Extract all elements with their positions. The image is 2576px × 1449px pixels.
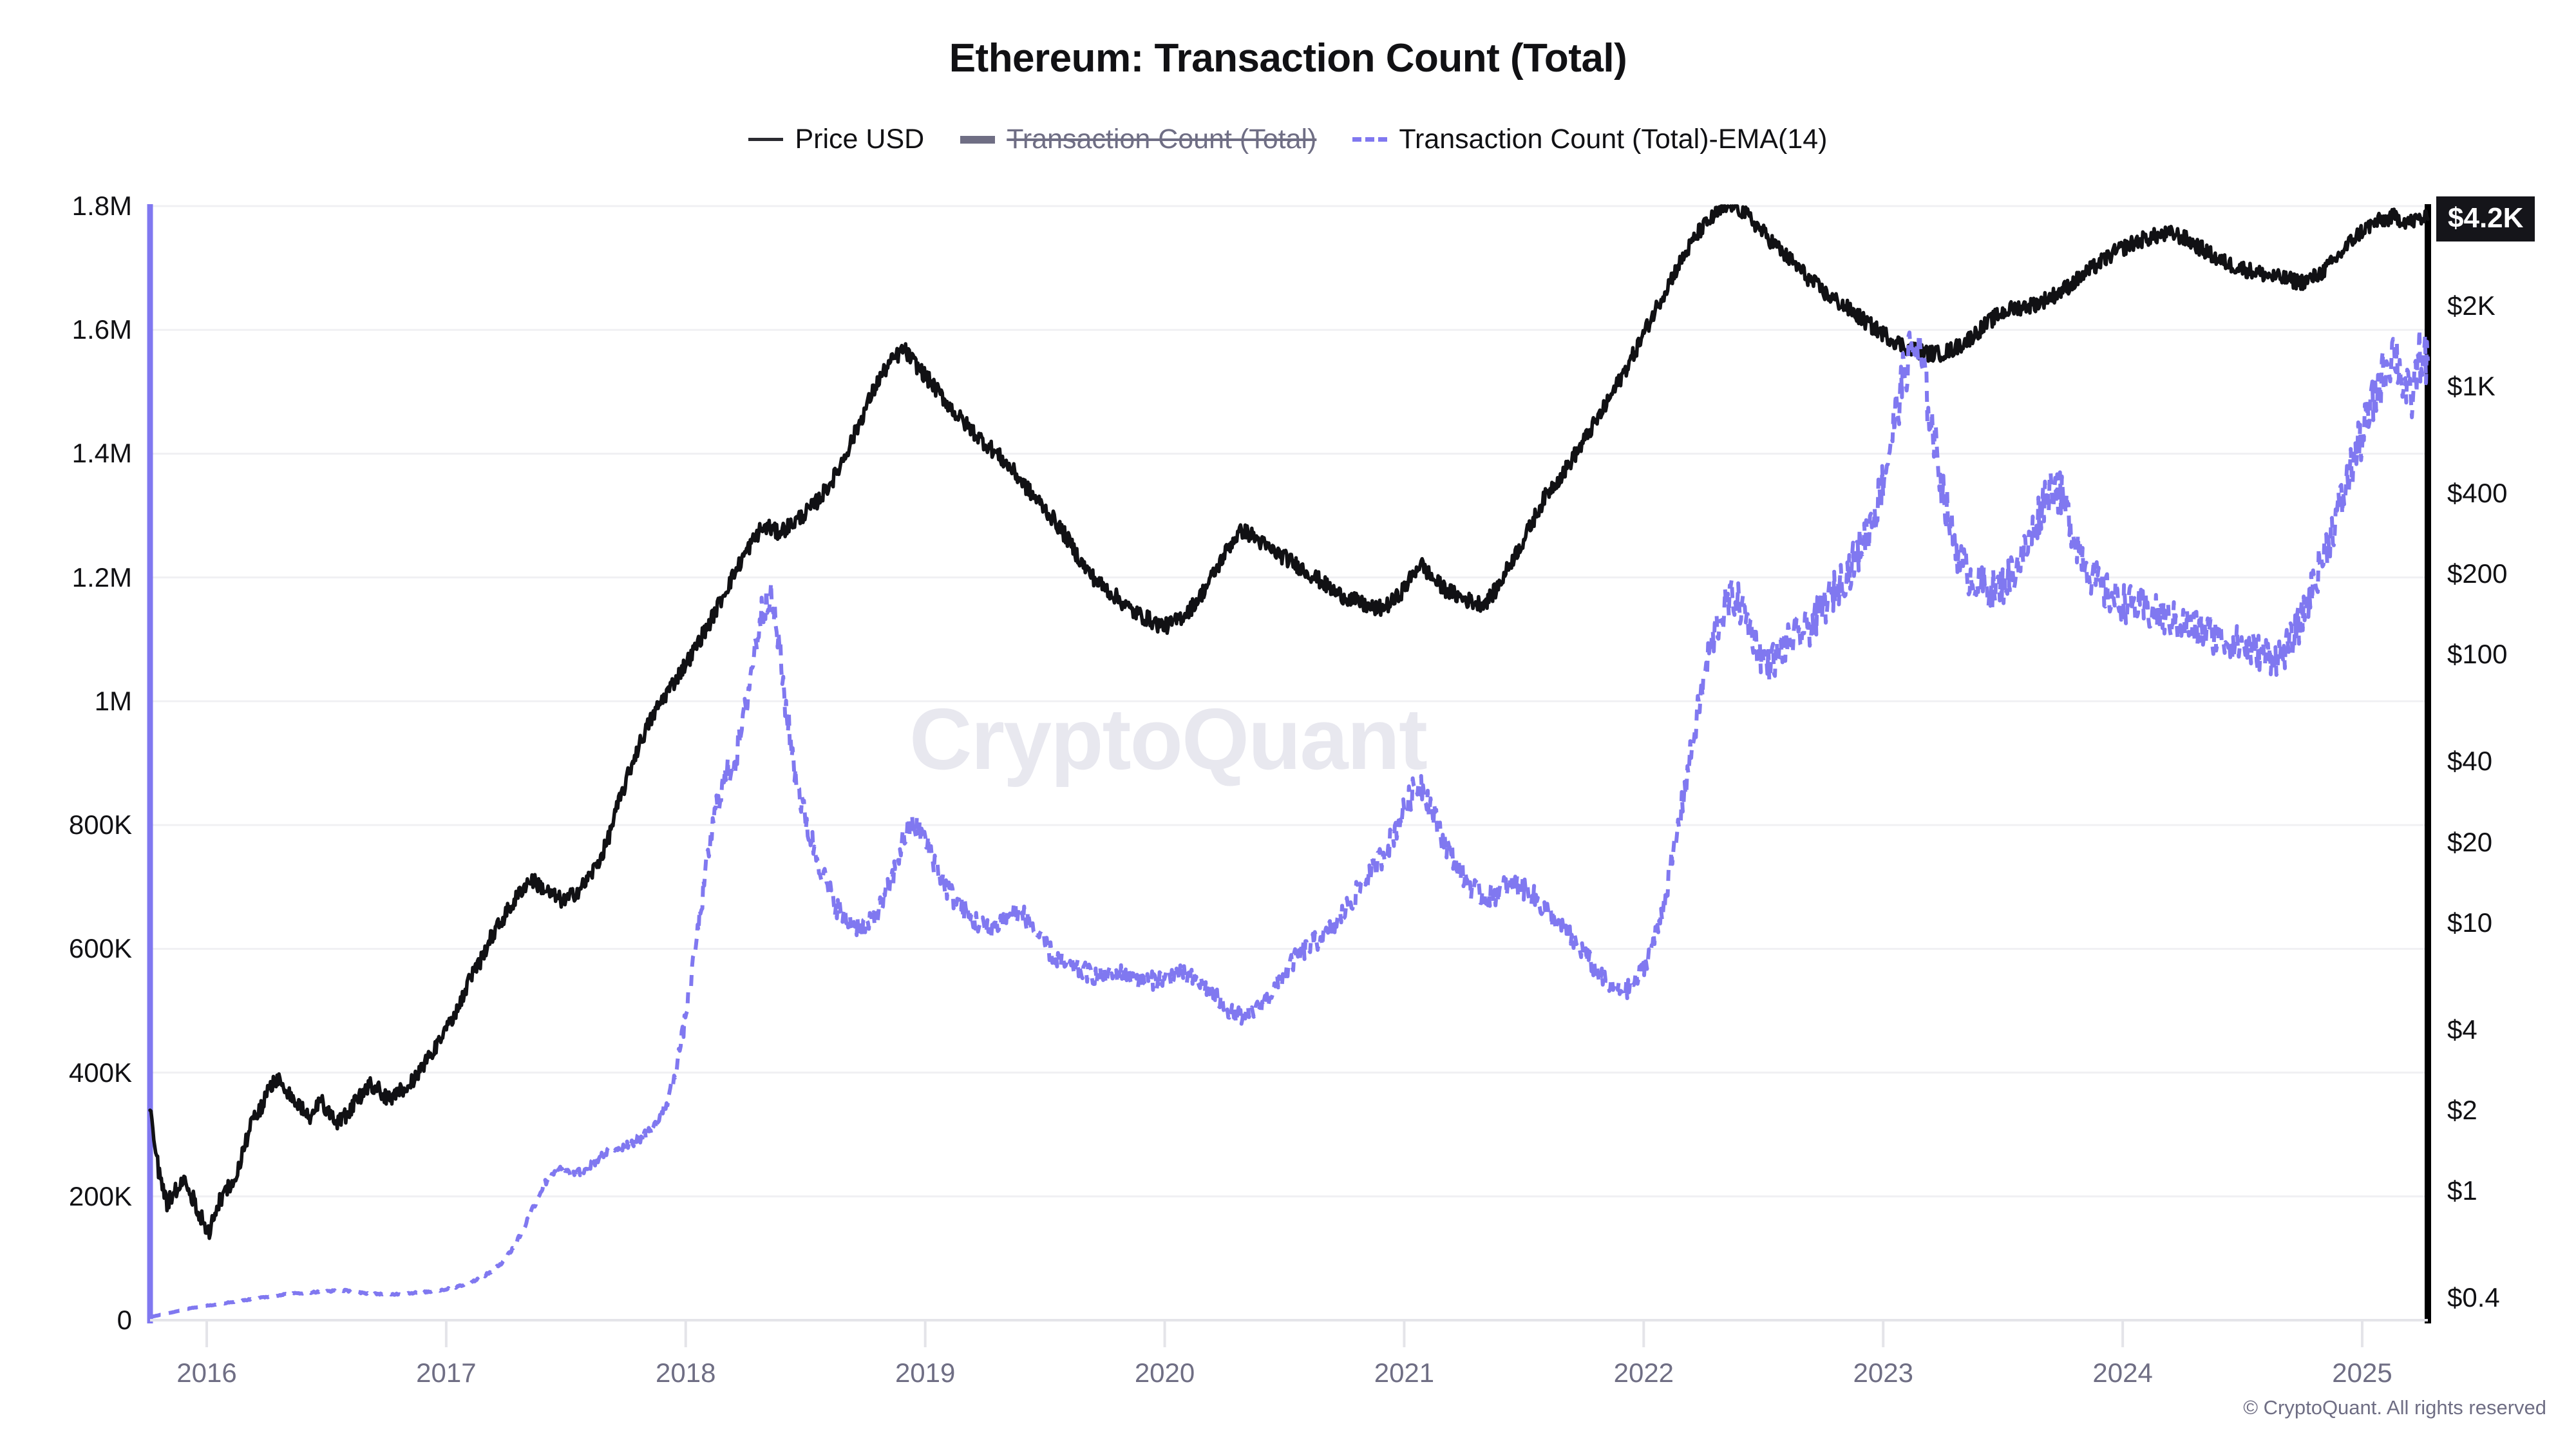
x-axis-tick-label: 2024 <box>2092 1358 2153 1388</box>
y-axis-left-tick-label: 1.8M <box>71 191 132 221</box>
y-axis-left-labels: 0 200K 400K 600K 800K 1M 1.2M 1.4M 1.6M 1.8M <box>0 0 132 1449</box>
y-axis-right-tick-label: $20 <box>2447 826 2493 857</box>
y-axis-right-tick-label: $1K <box>2447 370 2496 401</box>
y-axis-right-tick-label: $4 <box>2447 1014 2477 1045</box>
y-axis-left-tick-label: 1.2M <box>71 562 132 592</box>
x-axis-tick-label: 2017 <box>416 1358 477 1388</box>
legend-item-transaction-count[interactable]: Transaction Count (Total) <box>960 124 1316 155</box>
x-axis-tick-label: 2022 <box>1613 1358 1674 1388</box>
y-axis-left-tick-label: 0 <box>117 1305 132 1335</box>
y-axis-left-tick-label: 1.4M <box>71 438 132 469</box>
y-axis-right-tick-label: $40 <box>2447 746 2493 777</box>
page-title: Ethereum: Transaction Count (Total) <box>949 36 1627 80</box>
x-axis-tick-label: 2021 <box>1374 1358 1435 1388</box>
y-axis-right-labels: $2K $1K $400 $200 $100 $40 $20 $10 $4 $2 $1 $0.4 <box>2447 0 2576 1449</box>
legend-line-icon-transaction-count-ema <box>1352 137 1388 142</box>
legend-label-price-usd: Price USD <box>795 124 925 155</box>
y-axis-right-tick-label: $10 <box>2447 907 2493 938</box>
legend-item-transaction-count-ema[interactable]: Transaction Count (Total)-EMA(14) <box>1352 124 1828 155</box>
y-axis-left-tick-label: 1.6M <box>71 314 132 345</box>
y-axis-left-tick-label: 800K <box>68 810 132 840</box>
x-axis-tick-label: 2016 <box>176 1358 237 1388</box>
legend-line-icon-transaction-count <box>960 135 996 144</box>
legend-label-transaction-count-ema: Transaction Count (Total)-EMA(14) <box>1399 124 1828 155</box>
y-axis-left-tick-label: 1M <box>94 685 132 716</box>
cryptoquant-watermark: CryptoQuant <box>909 690 1428 788</box>
y-axis-right-tick-label: $1 <box>2447 1175 2477 1206</box>
copyright-text: © CryptoQuant. All rights reserved <box>2243 1396 2546 1419</box>
y-axis-right-tick-label: $200 <box>2447 558 2508 589</box>
chart-legend: Price USD Transaction Count (Total) Tran… <box>0 124 2576 155</box>
y-axis-left-tick-label: 400K <box>68 1057 132 1088</box>
y-axis-left-tick-label: 200K <box>68 1180 132 1211</box>
x-axis-tick-label: 2018 <box>656 1358 716 1388</box>
series-line-transaction-count-ema <box>149 327 2430 1320</box>
y-axis-right-tick-label: $0.4 <box>2447 1282 2500 1313</box>
y-axis-right-tick-label: $400 <box>2447 477 2508 508</box>
y-axis-left-tick-label: 600K <box>68 933 132 964</box>
y-axis-right-tick-label: $2 <box>2447 1095 2477 1126</box>
series-line-price-usd <box>148 204 2430 1240</box>
legend-item-price-usd[interactable]: Price USD <box>748 124 924 155</box>
y-axis-right-tick-label: $2K <box>2447 290 2496 321</box>
x-axis-tick-label: 2023 <box>1853 1358 1913 1388</box>
x-axis-tick-label: 2019 <box>895 1358 956 1388</box>
legend-label-transaction-count: Transaction Count (Total) <box>1007 124 1317 155</box>
current-price-badge: $4.2K <box>2436 196 2535 242</box>
x-axis-tick-label: 2025 <box>2332 1358 2392 1388</box>
legend-line-icon-price-usd <box>748 138 784 141</box>
y-axis-right-tick-label: $100 <box>2447 639 2508 670</box>
x-axis-ticks <box>205 1320 2363 1347</box>
x-axis-tick-label: 2020 <box>1134 1358 1195 1388</box>
